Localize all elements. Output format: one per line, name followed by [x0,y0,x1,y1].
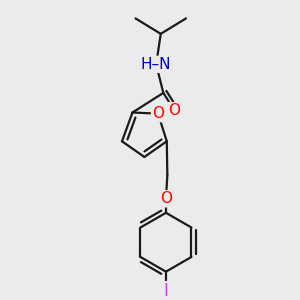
Text: O: O [152,106,164,121]
Text: O: O [160,191,172,206]
Text: I: I [164,282,168,300]
Text: H–N: H–N [141,57,171,72]
Text: O: O [169,103,181,118]
